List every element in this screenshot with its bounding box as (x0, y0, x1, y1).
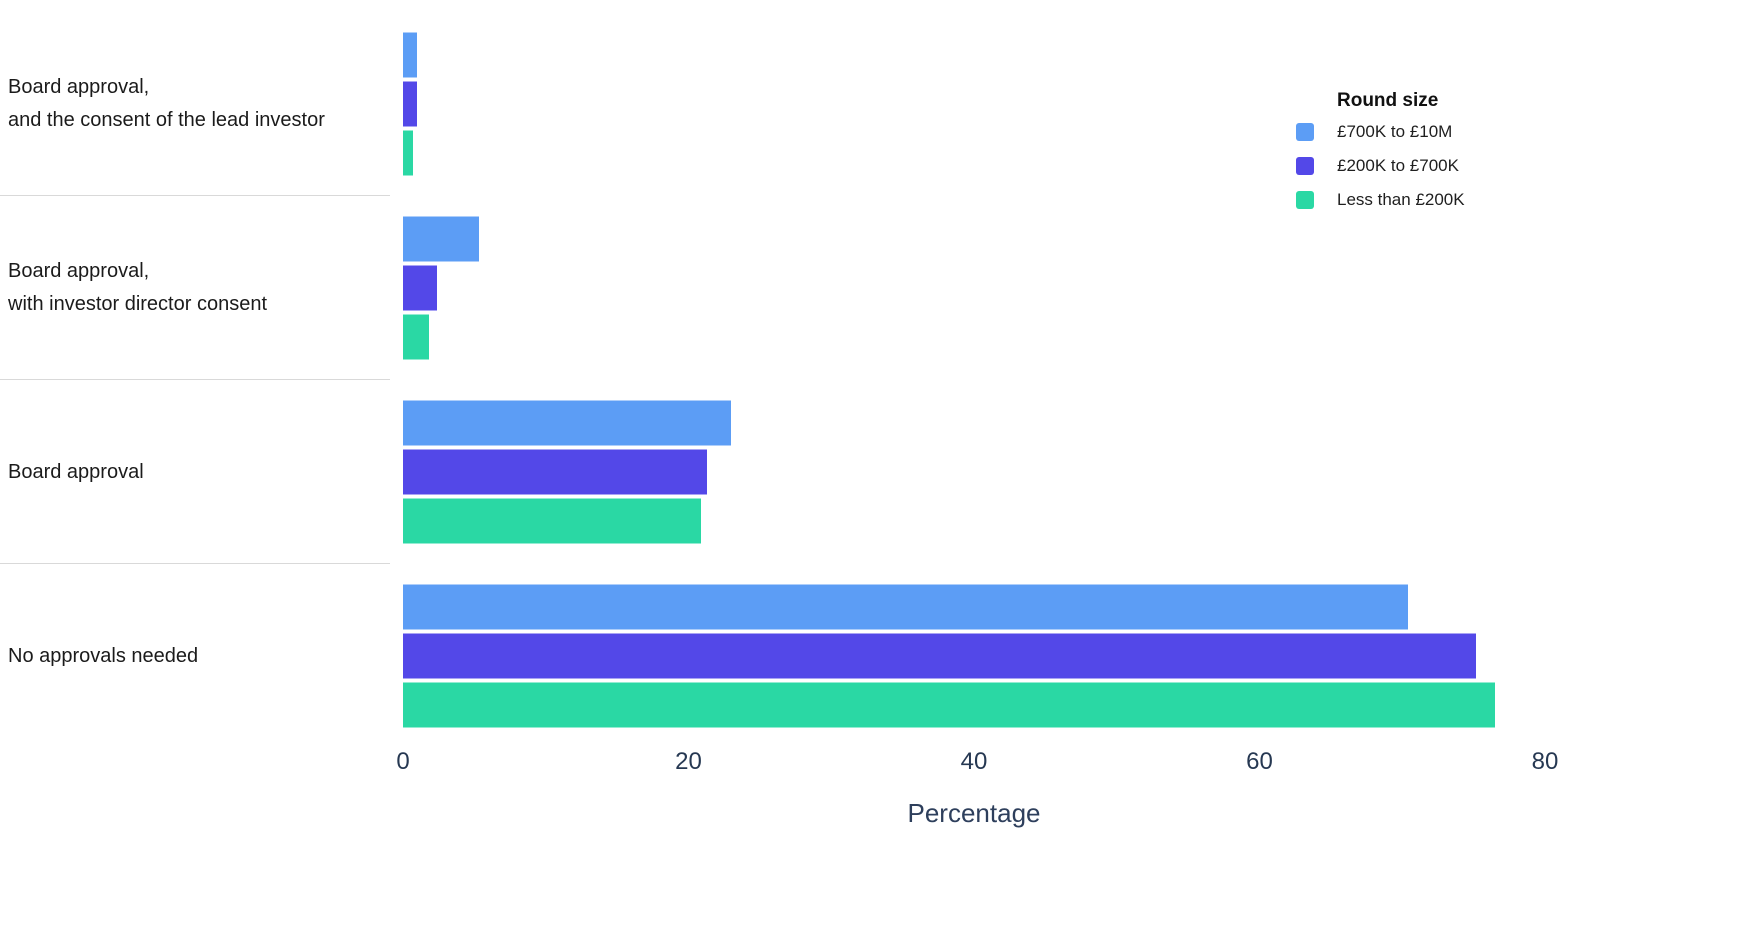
legend-item[interactable]: Less than £200K (1296, 190, 1465, 210)
bar[interactable] (403, 682, 1496, 728)
bar[interactable] (403, 633, 1477, 679)
category-label-line: No approvals needed (8, 644, 199, 667)
bar[interactable] (403, 314, 429, 360)
chart-rows: Board approval, and the consent of the le… (0, 12, 1740, 748)
category-label-line: Board approval, (8, 76, 150, 98)
legend-label: £700K to £10M (1337, 122, 1453, 141)
category-label-line: Board approval (8, 460, 144, 483)
category-label: No approvals needed (0, 564, 395, 748)
category-row: Board approval, with investor director co… (0, 196, 1740, 380)
legend-item[interactable]: £700K to £10M (1296, 122, 1465, 142)
legend-title: Round size (1337, 90, 1439, 111)
bar[interactable] (403, 130, 413, 176)
bar[interactable] (403, 498, 702, 544)
legend-label: Less than £200K (1337, 190, 1465, 209)
x-tick-label: 80 (1531, 748, 1559, 775)
x-tick-label: 60 (1246, 748, 1273, 775)
x-axis-title: Percentage (907, 798, 1041, 828)
legend-swatch (1296, 123, 1314, 141)
bar[interactable] (403, 81, 418, 127)
x-axis: 0 20 40 60 80 (396, 748, 1558, 780)
row-divider (0, 563, 390, 564)
x-tick-label: 0 (396, 748, 410, 775)
row-divider (0, 195, 390, 196)
legend: Round size £700K to £10M £200K to £700K Le… (1296, 90, 1465, 224)
category-row: Board approval, and the consent of the le… (0, 12, 1740, 196)
bar-group (403, 32, 1545, 176)
category-label: Board approval, and the consent of the le… (0, 12, 395, 196)
legend-label: £200K to £700K (1337, 156, 1459, 175)
legend-item[interactable]: £200K to £700K (1296, 156, 1465, 176)
bar-group (403, 584, 1545, 728)
bar[interactable] (403, 216, 479, 262)
category-label-line: and the consent of the lead investor (8, 109, 325, 131)
category-label: Board approval (0, 380, 395, 564)
legend-swatch (1296, 157, 1314, 175)
row-divider (0, 379, 390, 380)
category-label-line: Board approval, (8, 260, 150, 282)
bar[interactable] (403, 265, 438, 311)
bar[interactable] (403, 584, 1408, 630)
category-row: No approvals needed (0, 564, 1740, 748)
bar[interactable] (403, 449, 708, 495)
bar[interactable] (403, 400, 732, 446)
category-label: Board approval, with investor director co… (0, 196, 395, 380)
category-row: Board approval (0, 380, 1740, 564)
legend-items: £700K to £10M £200K to £700K Less than £20… (1296, 122, 1465, 210)
x-tick-label: 20 (675, 748, 702, 775)
x-tick-label: 40 (960, 748, 988, 775)
category-label-line: with investor director consent (8, 293, 268, 315)
legend-swatch (1296, 191, 1314, 209)
bar[interactable] (403, 32, 418, 78)
bar-group (403, 216, 1545, 360)
bar-group (403, 400, 1545, 544)
